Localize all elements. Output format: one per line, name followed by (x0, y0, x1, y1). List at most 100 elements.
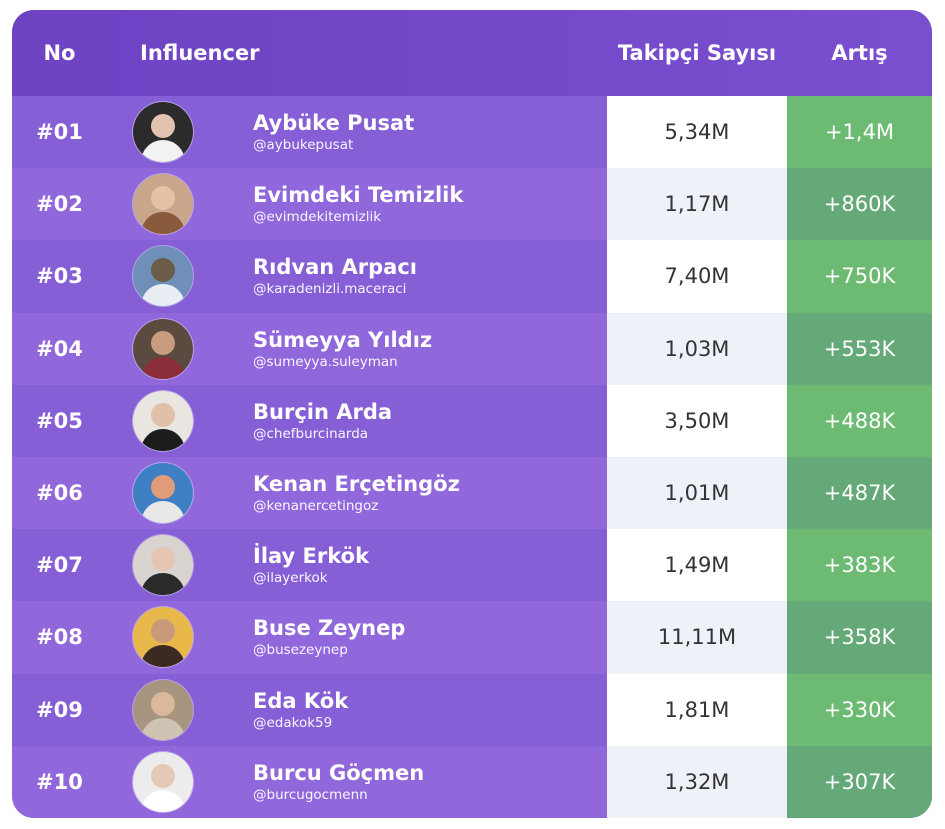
influencer-cell: Buse Zeynep @busezeynep (107, 601, 607, 674)
follower-increase: +358K (787, 601, 932, 674)
influencer-names: Buse Zeynep @busezeynep (253, 615, 405, 659)
table-row: #01 Aybüke Pusat @aybukepusat 5,34M +1,4M (12, 96, 932, 169)
table-body: #01 Aybüke Pusat @aybukepusat 5,34M +1,4M #02… (12, 96, 932, 818)
influencer-handle[interactable]: @ilayerkok (253, 570, 328, 587)
rank-number: #08 (12, 601, 107, 674)
header-followers: Takipçi Sayısı (617, 41, 777, 65)
rank-number: #10 (12, 745, 107, 818)
influencer-names: İlay Erkök @ilayerkok (253, 543, 369, 587)
influencer-name[interactable]: Aybüke Pusat (253, 111, 415, 136)
avatar-head-shape (151, 763, 175, 788)
influencer-handle[interactable]: @burcugocmenn (253, 786, 368, 803)
influencer-name[interactable]: Evimdeki Temizlik (253, 183, 464, 208)
influencer-name[interactable]: Kenan Erçetingöz (253, 472, 460, 497)
influencer-cell: Evimdeki Temizlik @evimdekitemizlik (107, 168, 607, 241)
avatar[interactable] (133, 607, 193, 668)
influencer-cell: Eda Kök @edakok59 (107, 673, 607, 746)
avatar-body-shape (141, 717, 185, 740)
follower-increase: +307K (787, 745, 932, 818)
influencer-name[interactable]: Burçin Arda (253, 399, 393, 424)
follower-increase: +553K (787, 312, 932, 385)
influencer-name[interactable]: Sümeyya Yıldız (253, 327, 433, 352)
avatar-head-shape (151, 258, 175, 283)
avatar-body-shape (141, 501, 185, 524)
avatar[interactable] (133, 679, 193, 740)
avatar-body-shape (141, 645, 185, 668)
influencer-handle[interactable]: @chefburcinarda (253, 425, 369, 442)
influencer-names: Evimdeki Temizlik @evimdekitemizlik (253, 182, 463, 226)
influencer-name[interactable]: Buse Zeynep (253, 616, 406, 641)
avatar[interactable] (133, 318, 193, 379)
influencer-handle[interactable]: @sumeyya.suleyman (253, 353, 398, 370)
header-increase: Artış (831, 41, 888, 65)
influencer-name[interactable]: Eda Kök (253, 688, 349, 713)
rank-number: #04 (12, 312, 107, 385)
avatar[interactable] (133, 174, 193, 235)
avatar-head-shape (151, 330, 175, 355)
influencer-names: Eda Kök @edakok59 (253, 688, 348, 732)
influencer-cell: İlay Erkök @ilayerkok (107, 529, 607, 602)
avatar[interactable] (133, 246, 193, 307)
follower-count: 1,01M (607, 456, 787, 530)
avatar-head-shape (151, 619, 175, 644)
avatar-head-shape (151, 402, 175, 427)
table-row: #04 Sümeyya Yıldız @sumeyya.suleyman 1,03M +… (12, 312, 932, 385)
influencer-names: Rıdvan Arpacı @karadenizli.maceraci (253, 254, 417, 298)
follower-increase: +383K (787, 529, 932, 602)
avatar-body-shape (141, 140, 185, 163)
rank-number: #07 (12, 529, 107, 602)
rank-number: #06 (12, 456, 107, 530)
rank-number: #02 (12, 168, 107, 241)
follower-count: 5,34M (607, 96, 787, 169)
table-header: No Influencer Takipçi Sayısı Artış (12, 10, 932, 96)
avatar[interactable] (133, 390, 193, 451)
table-row: #03 Rıdvan Arpacı @karadenizli.maceraci 7,4… (12, 240, 932, 313)
table-row: #10 Burcu Göçmen @burcugocmenn 1,32M +307K (12, 745, 932, 818)
follower-increase: +750K (787, 240, 932, 313)
follower-increase: +860K (787, 168, 932, 241)
avatar[interactable] (133, 463, 193, 524)
table-row: #08 Buse Zeynep @busezeynep 11,11M +358K (12, 601, 932, 674)
influencer-cell: Aybüke Pusat @aybukepusat (107, 96, 607, 169)
follower-count: 3,50M (607, 384, 787, 457)
influencer-cell: Sümeyya Yıldız @sumeyya.suleyman (107, 312, 607, 385)
follower-count: 1,81M (607, 673, 787, 746)
influencer-names: Burçin Arda @chefburcinarda (253, 399, 392, 443)
follower-increase: +1,4M (787, 96, 932, 169)
avatar-body-shape (141, 573, 185, 596)
rank-number: #05 (12, 384, 107, 457)
influencer-cell: Burçin Arda @chefburcinarda (107, 384, 607, 457)
influencer-handle[interactable]: @aybukepusat (253, 137, 354, 154)
influencer-names: Aybüke Pusat @aybukepusat (253, 110, 414, 154)
influencer-name[interactable]: Rıdvan Arpacı (253, 255, 417, 280)
avatar[interactable] (133, 102, 193, 163)
influencer-handle[interactable]: @edakok59 (253, 714, 333, 731)
avatar-body-shape (141, 356, 185, 379)
avatar-head-shape (151, 691, 175, 716)
avatar-head-shape (151, 475, 175, 500)
avatar[interactable] (133, 535, 193, 596)
influencer-names: Kenan Erçetingöz @kenanercetingoz (253, 471, 460, 515)
influencer-name[interactable]: Burcu Göçmen (253, 760, 425, 785)
follower-count: 1,17M (607, 168, 787, 241)
follower-increase: +330K (787, 673, 932, 746)
follower-count: 7,40M (607, 240, 787, 313)
influencer-cell: Kenan Erçetingöz @kenanercetingoz (107, 456, 607, 530)
follower-count: 1,32M (607, 745, 787, 818)
influencer-handle[interactable]: @karadenizli.maceraci (253, 281, 407, 298)
header-no: No (43, 41, 76, 65)
table-row: #02 Evimdeki Temizlik @evimdekitemizlik 1,1… (12, 168, 932, 241)
influencer-handle[interactable]: @busezeynep (253, 642, 348, 659)
rank-number: #01 (12, 96, 107, 169)
influencer-handle[interactable]: @evimdekitemizlik (253, 209, 382, 226)
rank-number: #03 (12, 240, 107, 313)
follower-count: 1,03M (607, 312, 787, 385)
follower-count: 11,11M (607, 601, 787, 674)
influencer-handle[interactable]: @kenanercetingoz (253, 498, 379, 515)
avatar[interactable] (133, 751, 193, 812)
influencer-name[interactable]: İlay Erkök (253, 544, 370, 569)
table-row: #09 Eda Kök @edakok59 1,81M +330K (12, 673, 932, 746)
avatar-head-shape (151, 186, 175, 211)
table-row: #06 Kenan Erçetingöz @kenanercetingoz 1,01M… (12, 456, 932, 530)
avatar-head-shape (151, 547, 175, 572)
